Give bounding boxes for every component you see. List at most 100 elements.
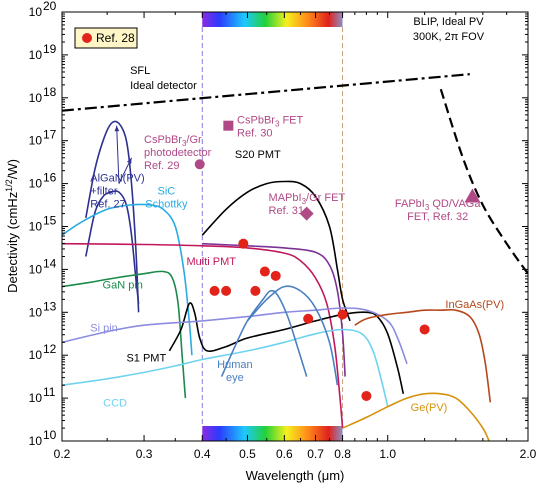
y-tick-label-2: 10	[29, 348, 43, 362]
annotation-3-line-1: Schottky	[145, 198, 188, 210]
ref28-point-8	[361, 390, 372, 401]
annotation-15-line-1: Ref. 31	[269, 205, 304, 217]
y-tick-label-10: 10	[29, 5, 43, 19]
annotation-0-line-1: 300K, 2π FOV	[413, 31, 485, 43]
legend-marker-ref28	[82, 33, 92, 43]
series-line-8	[201, 180, 351, 322]
annotation-3-line-0: SiC	[158, 185, 176, 197]
visible-band-bottom	[202, 426, 343, 441]
x-tick-label-8: 2.0	[520, 447, 537, 461]
y-tick-exponent-7: 17	[43, 128, 57, 142]
series-line-15	[342, 392, 490, 441]
series-line-4	[62, 203, 193, 356]
ref28-point-3	[250, 285, 261, 296]
x-tick-label-4: 0.6	[276, 447, 293, 461]
y-tick-exponent-3: 13	[43, 299, 57, 313]
ref28-point-7	[337, 309, 348, 320]
annotation-6-line-0: S1 PMT	[126, 353, 166, 365]
series-line-5	[62, 270, 187, 399]
annotation-16-line-1: FET, Ref. 32	[407, 211, 468, 223]
annotation-1-line-1: Ideal detector	[130, 80, 197, 92]
x-tick-label-7: 1.0	[379, 447, 396, 461]
series-line-10	[62, 307, 408, 365]
y-tick-label-0: 10	[29, 434, 43, 448]
annotation-14-line-1: photodetector	[144, 147, 212, 159]
x-axis-title: Wavelength (μm)	[246, 468, 345, 483]
y-tick-exponent-4: 14	[43, 256, 57, 270]
annotation-12-line-0: Ge(PV)	[411, 402, 448, 414]
y-axis-title: Detectivity (cmHz1/2/W)	[4, 159, 20, 293]
ref28-point-2	[221, 285, 232, 296]
series-line-6	[62, 242, 344, 429]
x-tick-label-6: 0.8	[334, 447, 351, 461]
annotation-7-line-0: CCD	[103, 398, 127, 410]
y-tick-exponent-1: 11	[43, 385, 56, 399]
y-tick-exponent-9: 19	[43, 42, 57, 56]
y-tick-exponent-2: 12	[43, 342, 57, 356]
annotation-0-line-0: BLIP, Ideal PV	[413, 16, 484, 28]
annotation-arrowhead-0	[114, 125, 120, 132]
y-tick-exponent-5: 15	[43, 214, 57, 228]
y-tick-label-1: 10	[29, 391, 43, 405]
ref28-point-1	[209, 285, 220, 296]
y-tick-label-4: 10	[29, 262, 43, 276]
annotation-10-line-0: Human	[217, 359, 252, 371]
series-line-13	[246, 285, 339, 386]
annotation-16-line-0: FAPbI3 QD/VAGa	[395, 198, 481, 212]
ref28-point-5	[270, 270, 281, 281]
annotation-2-line-0: AlGaN(PV)	[90, 172, 144, 184]
annotation-10-line-1: eye	[226, 372, 244, 384]
x-tick-label-1: 0.3	[136, 447, 153, 461]
series-line-12	[220, 289, 308, 377]
marker-circle-1	[194, 159, 205, 170]
y-tick-label-6: 10	[29, 177, 43, 191]
y-tick-label-3: 10	[29, 305, 43, 319]
marker-triangle-3	[464, 188, 481, 203]
x-tick-label-3: 0.5	[239, 447, 256, 461]
y-tick-exponent-6: 16	[43, 171, 57, 185]
series-line-11	[62, 328, 389, 407]
ref28-point-6	[303, 313, 314, 324]
y-tick-exponent-0: 10	[43, 428, 57, 442]
ref28-point-0	[238, 238, 249, 249]
annotation-2-line-1: +filter	[90, 185, 118, 197]
series-line-9	[168, 302, 405, 394]
marker-diamond-2	[299, 206, 314, 221]
y-tick-label-5: 10	[29, 220, 43, 234]
annotations: BLIP, Ideal PV 300K, 2π FOV SFL Ideal detec…	[90, 16, 504, 414]
ref28-point-4	[259, 266, 270, 277]
y-tick-label-8: 10	[29, 91, 43, 105]
legend-label: Ref. 28	[96, 31, 135, 45]
legend: Ref. 28	[74, 27, 138, 49]
y-tick-label-9: 10	[29, 48, 43, 62]
annotation-arrow-0	[116, 125, 120, 184]
annotation-8-line-0: Multi PMT	[187, 256, 237, 268]
y-tick-exponent-10: 20	[43, 0, 57, 13]
visible-band-top	[202, 12, 343, 27]
x-tick-label-5: 0.7	[307, 447, 324, 461]
x-tick-label-2: 0.4	[194, 447, 211, 461]
annotation-1-line-0: SFL	[130, 65, 150, 77]
annotation-14-line-2: Ref. 29	[144, 160, 179, 172]
marker-square-0	[223, 120, 234, 131]
annotation-4-line-0: GaN pin	[103, 280, 143, 292]
visible-band-layer	[201, 12, 344, 441]
annotation-2-line-2: Ref. 27	[90, 198, 125, 210]
series-line-2	[85, 120, 140, 313]
annotation-9-line-0: S20 PMT	[235, 149, 281, 161]
annotation-11-line-0: InGaAs(PV)	[445, 299, 504, 311]
ref28-point-9	[419, 324, 430, 335]
annotation-arrowhead-1	[127, 157, 132, 164]
annotation-13-line-1: Ref. 30	[237, 128, 272, 140]
annotation-13-line-0: CsPbBr3 FET	[237, 115, 303, 129]
series-line-1	[439, 88, 528, 275]
y-tick-exponent-8: 18	[43, 85, 57, 99]
annotation-15-line-0: MAPbI3/Gr FET	[269, 192, 346, 206]
plot-area	[62, 73, 528, 441]
series-line-3	[85, 190, 140, 304]
series-line-14	[354, 308, 492, 403]
y-tick-label-7: 10	[29, 134, 43, 148]
legend-box	[74, 27, 138, 49]
